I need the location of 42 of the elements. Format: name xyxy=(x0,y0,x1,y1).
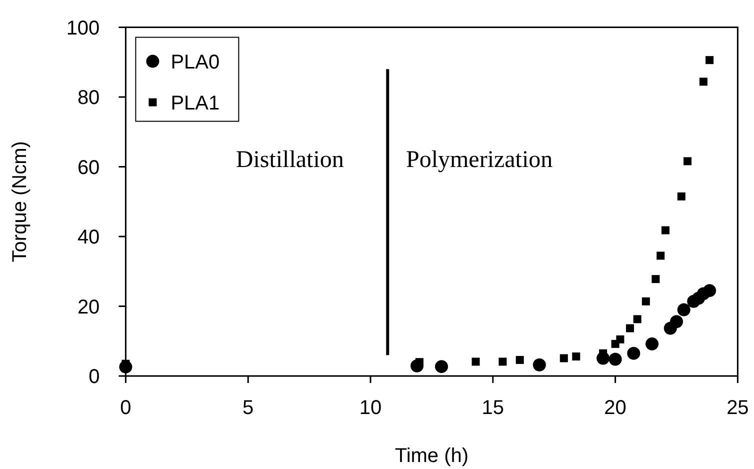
point xyxy=(670,315,683,328)
point xyxy=(472,358,480,366)
point xyxy=(652,275,660,284)
point xyxy=(699,78,708,86)
point xyxy=(498,358,507,366)
annotation: Distillation xyxy=(236,146,344,173)
point xyxy=(532,358,546,372)
point xyxy=(560,354,568,362)
y-tick-label: 60 xyxy=(77,156,100,179)
x-tick-label: 5 xyxy=(242,397,254,419)
point xyxy=(677,192,686,200)
x-tick-label: 10 xyxy=(359,397,382,419)
point xyxy=(627,346,640,360)
y-axis-title: Torque (Ncm) xyxy=(9,141,31,262)
y-tick-label: 100 xyxy=(66,17,100,40)
point xyxy=(516,356,524,364)
point xyxy=(703,284,716,298)
point xyxy=(656,252,665,260)
legend-label: PLA0 xyxy=(170,51,220,74)
point xyxy=(684,157,692,166)
point xyxy=(642,297,650,306)
x-tick-label: 25 xyxy=(726,397,749,419)
point xyxy=(434,360,448,374)
y-tick-label: 0 xyxy=(88,366,100,388)
annotation: Polymerization xyxy=(406,146,553,173)
x-axis-title: Time (h) xyxy=(394,445,469,467)
point xyxy=(633,315,642,324)
y-tick-label: 20 xyxy=(77,296,100,318)
x-tick-label: 20 xyxy=(604,397,626,419)
point xyxy=(616,335,624,344)
x-tick-label: 0 xyxy=(120,397,132,419)
x-tick-label: 15 xyxy=(482,397,504,419)
point xyxy=(677,303,690,316)
legend-label: PLA1 xyxy=(170,92,220,114)
point xyxy=(572,352,580,360)
point xyxy=(626,324,634,332)
point xyxy=(706,56,714,64)
point xyxy=(608,352,622,366)
point xyxy=(646,337,659,350)
y-tick-label: 80 xyxy=(77,87,100,110)
y-tick-label: 40 xyxy=(77,226,100,249)
point xyxy=(661,226,670,234)
